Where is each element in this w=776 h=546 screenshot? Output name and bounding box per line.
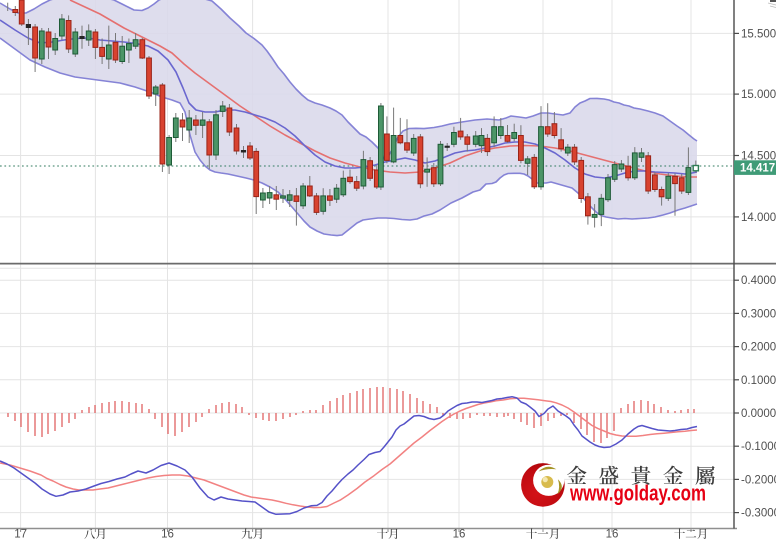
svg-text:-0.2000: -0.2000 bbox=[741, 474, 776, 486]
svg-text:15.500: 15.500 bbox=[741, 28, 776, 40]
svg-text:0.1000: 0.1000 bbox=[741, 375, 776, 387]
svg-text:0.2000: 0.2000 bbox=[741, 342, 776, 354]
svg-text:0.4000: 0.4000 bbox=[741, 275, 776, 287]
svg-text:17: 17 bbox=[14, 529, 27, 541]
svg-text:-0.1000: -0.1000 bbox=[741, 441, 776, 453]
svg-text:16: 16 bbox=[161, 529, 174, 541]
svg-text:16: 16 bbox=[453, 529, 466, 541]
svg-text:14.500: 14.500 bbox=[741, 151, 776, 163]
svg-text:14.417: 14.417 bbox=[740, 162, 775, 174]
svg-text:www.golday.com: www.golday.com bbox=[569, 481, 706, 506]
svg-text:15.000: 15.000 bbox=[741, 89, 776, 101]
svg-text:-0.3000: -0.3000 bbox=[741, 508, 776, 520]
svg-text:0.0000: 0.0000 bbox=[741, 408, 776, 420]
svg-text:0.3000: 0.3000 bbox=[741, 308, 776, 320]
svg-text:16: 16 bbox=[606, 529, 619, 541]
svg-text:14.000: 14.000 bbox=[741, 212, 776, 224]
